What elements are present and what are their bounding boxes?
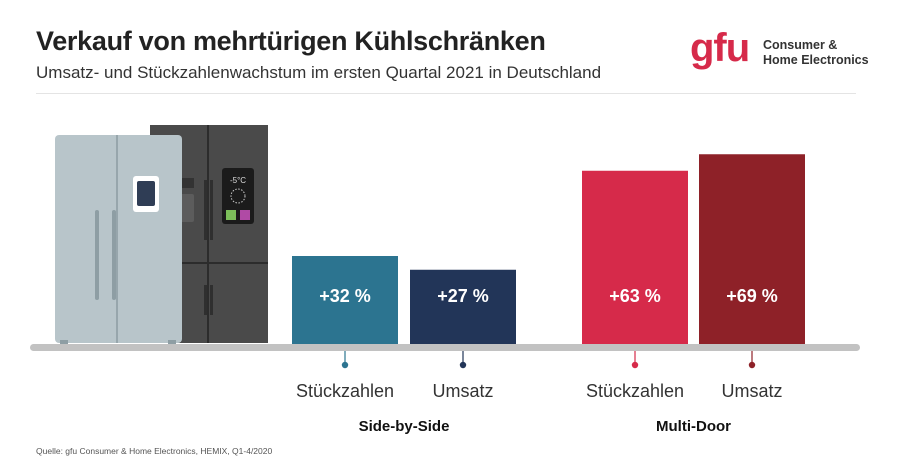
- bar-category-label: Stückzahlen: [296, 381, 394, 401]
- page-title: Verkauf von mehrtürigen Kühlschränken: [36, 26, 546, 56]
- labels-layer: Stückzahlen Umsatz Side-by-Side Stückzahlen…: [296, 381, 783, 435]
- fridge-display-temperature: -5°C: [230, 176, 246, 185]
- group-label: Multi-Door: [656, 418, 731, 435]
- bars-layer: +32 % +27 % +63 % +69 %: [292, 154, 805, 344]
- bar-value-label: +27 %: [437, 286, 489, 306]
- bar-1-1: [699, 154, 805, 344]
- logo-mark: gfu: [690, 26, 750, 70]
- logo-line-2: Home Electronics: [763, 53, 869, 67]
- bar-tick-dot: [748, 361, 756, 369]
- header-divider: [36, 93, 856, 94]
- logo-line-1: Consumer &: [763, 38, 838, 52]
- bar-0-0: [292, 256, 398, 344]
- bar-category-label: Stückzahlen: [586, 381, 684, 401]
- bar-tick-dot: [459, 361, 467, 369]
- source-note: Quelle: gfu Consumer & Home Electronics,…: [36, 446, 273, 456]
- side-by-side-fridge-icon: [55, 135, 182, 346]
- page-subtitle: Umsatz- und Stückzahlenwachstum im erste…: [36, 63, 602, 82]
- logo-text: Consumer & Home Electronics: [763, 38, 869, 68]
- bar-category-label: Umsatz: [432, 381, 493, 401]
- bar-tick-dot: [631, 361, 639, 369]
- bar-0-1: [410, 269, 516, 344]
- bar-tick-dot: [341, 361, 349, 369]
- bar-value-label: +63 %: [609, 286, 661, 306]
- bar-value-label: +32 %: [319, 286, 371, 306]
- gfu-logo: gfu Consumer & Home Electronics: [690, 28, 880, 74]
- bar-value-label: +69 %: [726, 286, 778, 306]
- bar-category-label: Umsatz: [721, 381, 782, 401]
- bar-1-0: [582, 170, 688, 344]
- group-label: Side-by-Side: [359, 418, 450, 435]
- ticks-layer: [341, 351, 756, 369]
- fridge-illustration: -5°C: [55, 125, 268, 346]
- chart-baseline: [30, 344, 860, 351]
